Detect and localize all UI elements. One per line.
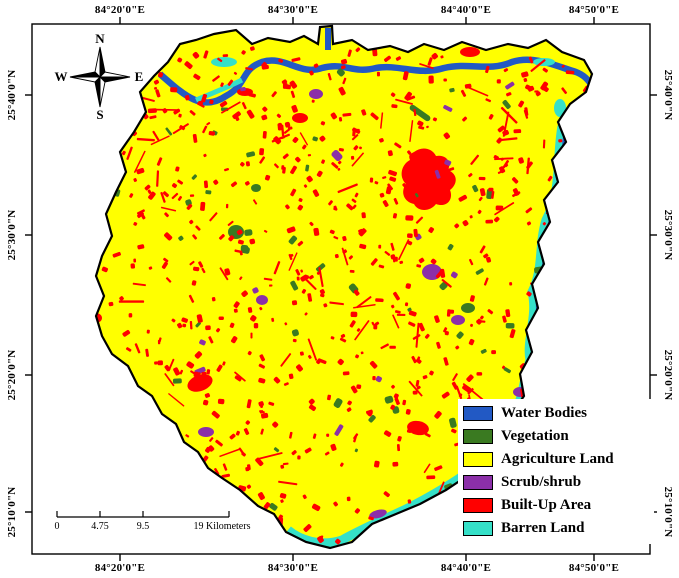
scale-bar — [56, 511, 230, 518]
builtup-town — [187, 374, 213, 392]
builtup-town — [554, 199, 566, 217]
vegetation-patch — [461, 303, 475, 313]
lat-label: 25°20'0"N — [662, 349, 674, 401]
legend-swatch — [463, 521, 493, 536]
scrub-patch — [198, 427, 214, 437]
legend-label: Scrub/shrub — [501, 474, 582, 490]
compass-east-label: E — [134, 69, 144, 84]
compass-north-label: N — [95, 31, 105, 46]
lat-label: 25°20'0"N — [6, 349, 18, 401]
legend-label: Vegetation — [501, 428, 569, 444]
legend-swatch — [463, 406, 493, 421]
compass-west-label: W — [54, 69, 68, 84]
builtup-town — [407, 420, 429, 436]
legend-label: Barren Land — [501, 520, 585, 536]
legend-label: Built-Up Area — [501, 497, 592, 513]
lon-label: 84°50'0"E — [568, 4, 620, 16]
legend-swatch — [463, 498, 493, 513]
lon-label: 84°40'0"E — [440, 4, 492, 16]
scalebar-label: 4.75 — [91, 521, 109, 532]
legend-swatch — [463, 475, 493, 490]
scrub-patch — [369, 509, 387, 519]
legend-item: Water Bodies — [463, 402, 649, 425]
lat-label: 25°30'0"N — [662, 209, 674, 261]
barren-patch — [211, 57, 237, 67]
legend-item: Scrub/shrub — [463, 471, 649, 494]
scrub-patch — [451, 315, 465, 325]
compass-south-label: S — [96, 107, 104, 122]
lon-label: 84°20'0"E — [94, 562, 146, 574]
lat-label: 25°40'0"N — [6, 69, 18, 121]
lon-label: 84°40'0"E — [440, 562, 492, 574]
scrub-patch — [256, 295, 268, 305]
barren-patch — [195, 77, 244, 103]
scrub-patch — [422, 264, 442, 280]
scalebar-label: 0 — [54, 521, 60, 532]
legend-item: Barren Land — [463, 517, 649, 540]
lat-label: 25°40'0"N — [662, 69, 674, 121]
lat-label: 25°30'0"N — [6, 209, 18, 261]
scrub-patch — [309, 89, 323, 99]
legend-item: Agriculture Land — [463, 448, 649, 471]
barren-patch — [554, 99, 566, 117]
river-sliver — [325, 28, 331, 50]
legend-swatch — [463, 452, 493, 467]
scalebar-end-label: 19 Kilometers — [193, 521, 251, 532]
legend-item: Built-Up Area — [463, 494, 649, 517]
legend-label: Agriculture Land — [501, 451, 614, 467]
lat-label: 25°10'0"N — [662, 486, 674, 538]
legend: Water Bodies Vegetation Agriculture Land… — [458, 399, 654, 544]
builtup-town — [292, 113, 308, 123]
legend-item: Vegetation — [463, 425, 649, 448]
lon-label: 84°30'0"E — [267, 562, 319, 574]
lon-label: 84°30'0"E — [267, 4, 319, 16]
vegetation-patch — [409, 104, 431, 122]
builtup-town — [96, 313, 102, 323]
lon-label: 84°50'0"E — [568, 562, 620, 574]
vegetation-patch — [251, 184, 261, 192]
lon-label: 84°20'0"E — [94, 4, 146, 16]
lat-label: 25°10'0"N — [6, 486, 18, 538]
legend-swatch — [463, 429, 493, 444]
legend-label: Water Bodies — [501, 405, 587, 421]
scalebar-label: 9.5 — [136, 521, 150, 532]
builtup-town — [460, 47, 480, 57]
compass-rose — [69, 46, 131, 108]
